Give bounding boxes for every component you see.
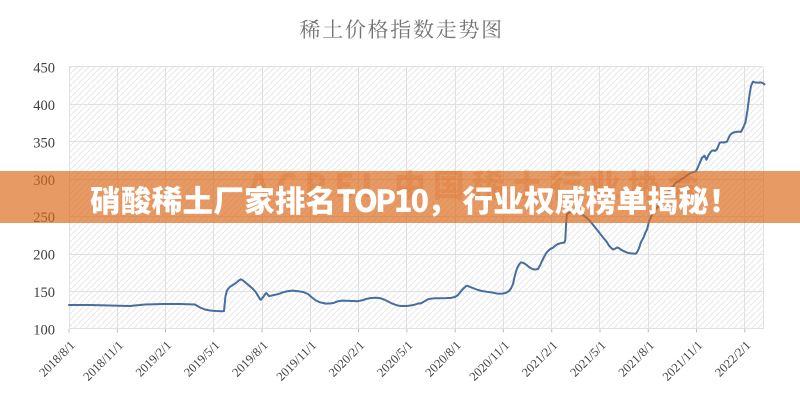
svg-text:400: 400 — [33, 98, 55, 114]
svg-text:100: 100 — [33, 323, 55, 339]
svg-text:2020/11/1: 2020/11/1 — [467, 338, 512, 383]
svg-text:2020/2/1: 2020/2/1 — [326, 338, 367, 379]
svg-text:2020/5/1: 2020/5/1 — [374, 338, 415, 379]
svg-text:2019/2/1: 2019/2/1 — [133, 338, 174, 379]
svg-text:2018/11/1: 2018/11/1 — [81, 338, 126, 383]
svg-text:150: 150 — [33, 285, 55, 301]
svg-text:2019/8/1: 2019/8/1 — [229, 338, 270, 379]
svg-text:200: 200 — [33, 248, 55, 264]
svg-text:2021/8/1: 2021/8/1 — [616, 338, 657, 379]
svg-text:2022/2/1: 2022/2/1 — [712, 338, 753, 379]
svg-text:2021/11/1: 2021/11/1 — [660, 338, 705, 383]
svg-text:2021/2/1: 2021/2/1 — [519, 338, 560, 379]
svg-text:2021/5/1: 2021/5/1 — [567, 338, 608, 379]
svg-text:2018/8/1: 2018/8/1 — [36, 338, 77, 379]
svg-text:2019/5/1: 2019/5/1 — [181, 338, 222, 379]
svg-text:350: 350 — [33, 135, 55, 151]
svg-text:2019/11/1: 2019/11/1 — [274, 338, 319, 383]
svg-text:450: 450 — [33, 61, 55, 77]
svg-text:2020/8/1: 2020/8/1 — [422, 338, 463, 379]
